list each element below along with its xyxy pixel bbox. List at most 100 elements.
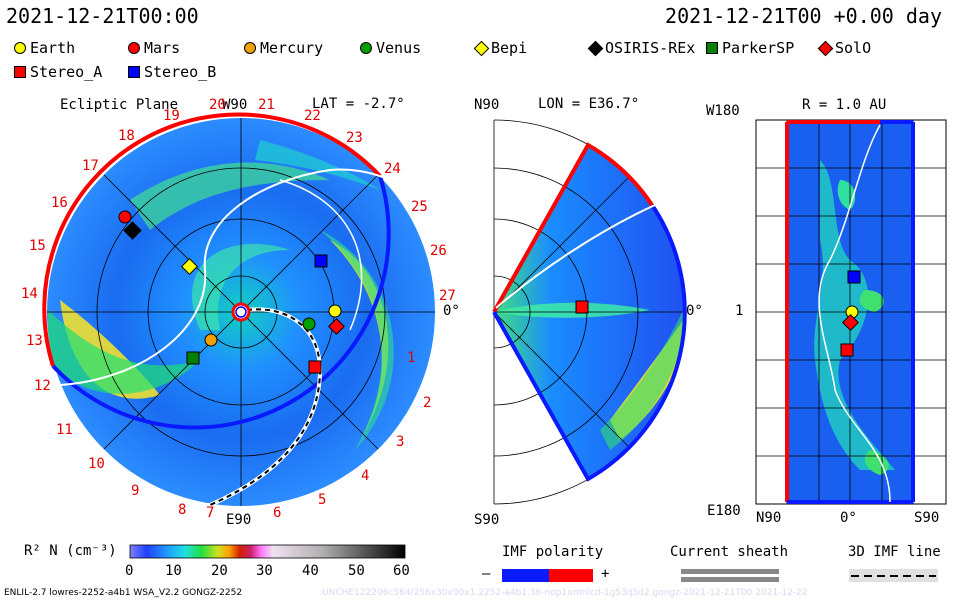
mercury-point [204,333,218,347]
ecliptic-bottom-label: E90 [226,512,252,528]
meridional-polarity-negative [492,203,687,482]
radial-r-label: R = 1.0 AU [802,97,887,113]
colorbar-tick: 30 [256,563,273,579]
carrington-label: 21 [258,97,275,113]
mars-marker-icon [128,42,140,54]
ecliptic-density-structures [48,140,394,450]
carrington-label: 7 [206,505,215,521]
stereo-b-marker-icon [128,66,140,78]
parkersp-point [186,351,200,365]
osiris-rex-point [123,221,142,240]
legend-mercury: Mercury [244,39,323,57]
legend-label: Stereo_B [144,63,217,81]
radial-current-sheath [818,124,891,503]
stereo-b-point [314,254,328,268]
current-sheath-line [279,179,363,331]
left-datetime: 2021-12-21T00:00 [6,4,199,28]
legend-label: Mars [144,39,181,57]
legend-venus: Venus [360,39,421,57]
imf-polarity-positive [549,569,593,582]
carrington-label: 18 [118,128,135,144]
carrington-label: 16 [51,195,68,211]
parkersp-marker-icon [706,42,718,54]
ecliptic-title: Ecliptic Plane [60,97,179,113]
legend-solo: SolO [817,39,872,57]
earth-point [328,304,342,318]
carrington-label: 3 [396,434,405,450]
imf-polarity-minus: – [482,566,491,582]
radial-plot [755,119,947,505]
venus-marker-icon [360,42,372,54]
legend-label: Mercury [260,39,324,57]
current-sheath-title: Current sheath [670,544,789,560]
carrington-label: 9 [131,483,140,499]
radial-polarity-negative [787,120,915,504]
colorbar-tick: 50 [348,563,365,579]
carrington-label: 24 [384,161,401,177]
colorbar-tick: 60 [393,563,410,579]
right-datetime: 2021-12-21T00 +0.00 day [665,4,942,28]
meridional-top-label: N90 [474,97,500,113]
carrington-label: 15 [29,238,46,254]
meridional-bottom-label: S90 [474,512,500,528]
legend-label: Bepi [491,39,528,57]
legend-earth: Earth [14,39,75,57]
carrington-label: 19 [163,108,180,124]
carrington-label: 20 [209,97,226,113]
ecliptic-lat: LAT = -2.7° [312,96,405,112]
legend-osiris-rex: OSIRIS-REx [587,39,695,57]
legend-parkersp: ParkerSP [706,39,794,57]
legend-label: Venus [376,39,422,57]
legend-bepi: Bepi [473,39,528,57]
imf-polarity-plus: + [601,566,610,582]
imf-line-title: 3D IMF line [848,544,941,560]
mercury-marker-icon [244,42,256,54]
colorbar [129,544,406,559]
radial-polarity-positive [785,120,880,502]
legend-mars: Mars [128,39,180,57]
ecliptic-top-label: W90 [222,97,248,113]
solo-point [328,318,345,335]
current-sheath-sample [681,569,779,574]
carrington-label: 5 [318,492,327,508]
carrington-label: 4 [361,468,370,484]
ecliptic-polarity-positive [42,112,382,367]
carrington-label: 23 [346,130,363,146]
radial-x-label: S90 [914,510,940,526]
legend-label: Stereo_A [30,63,103,81]
legend-label: ParkerSP [722,39,795,57]
radial-x-label: N90 [756,510,782,526]
carrington-label: 8 [178,502,187,518]
meridional-density-structures [494,300,686,450]
carrington-label: 13 [26,333,43,349]
mars-point [118,210,132,224]
current-sheath-sample [681,577,779,582]
stereo-b-point [847,270,861,284]
meridional-right-label: 0° [686,303,703,319]
carrington-label: 25 [411,199,428,215]
carrington-label: 10 [88,456,105,472]
radial-bottom-label: E180 [707,503,741,519]
carrington-label: 14 [21,286,38,302]
carrington-label: 2 [423,395,432,411]
ecliptic-right-label: 0° [443,303,460,319]
carrington-label: 6 [273,505,282,521]
earth-marker-icon [14,42,26,54]
venus-point [302,317,316,331]
meridional-current-sheath [495,204,656,309]
legend-label: SolO [835,39,872,57]
colorbar-tick: 10 [165,563,182,579]
ecliptic-polarity-negative [51,175,391,430]
radial-mid-label: 1 [735,303,744,319]
sun-marker [235,306,247,318]
meridional-polarity-positive [492,142,654,313]
imf-polarity-title: IMF polarity [502,544,604,560]
current-sheath-line [59,168,386,386]
radial-x-label: 0° [840,510,857,526]
carrington-label: 26 [430,243,447,259]
legend-label: Earth [30,39,76,57]
solo-point [842,314,859,331]
carrington-label: 1 [407,350,416,366]
carrington-label: 22 [304,108,321,124]
